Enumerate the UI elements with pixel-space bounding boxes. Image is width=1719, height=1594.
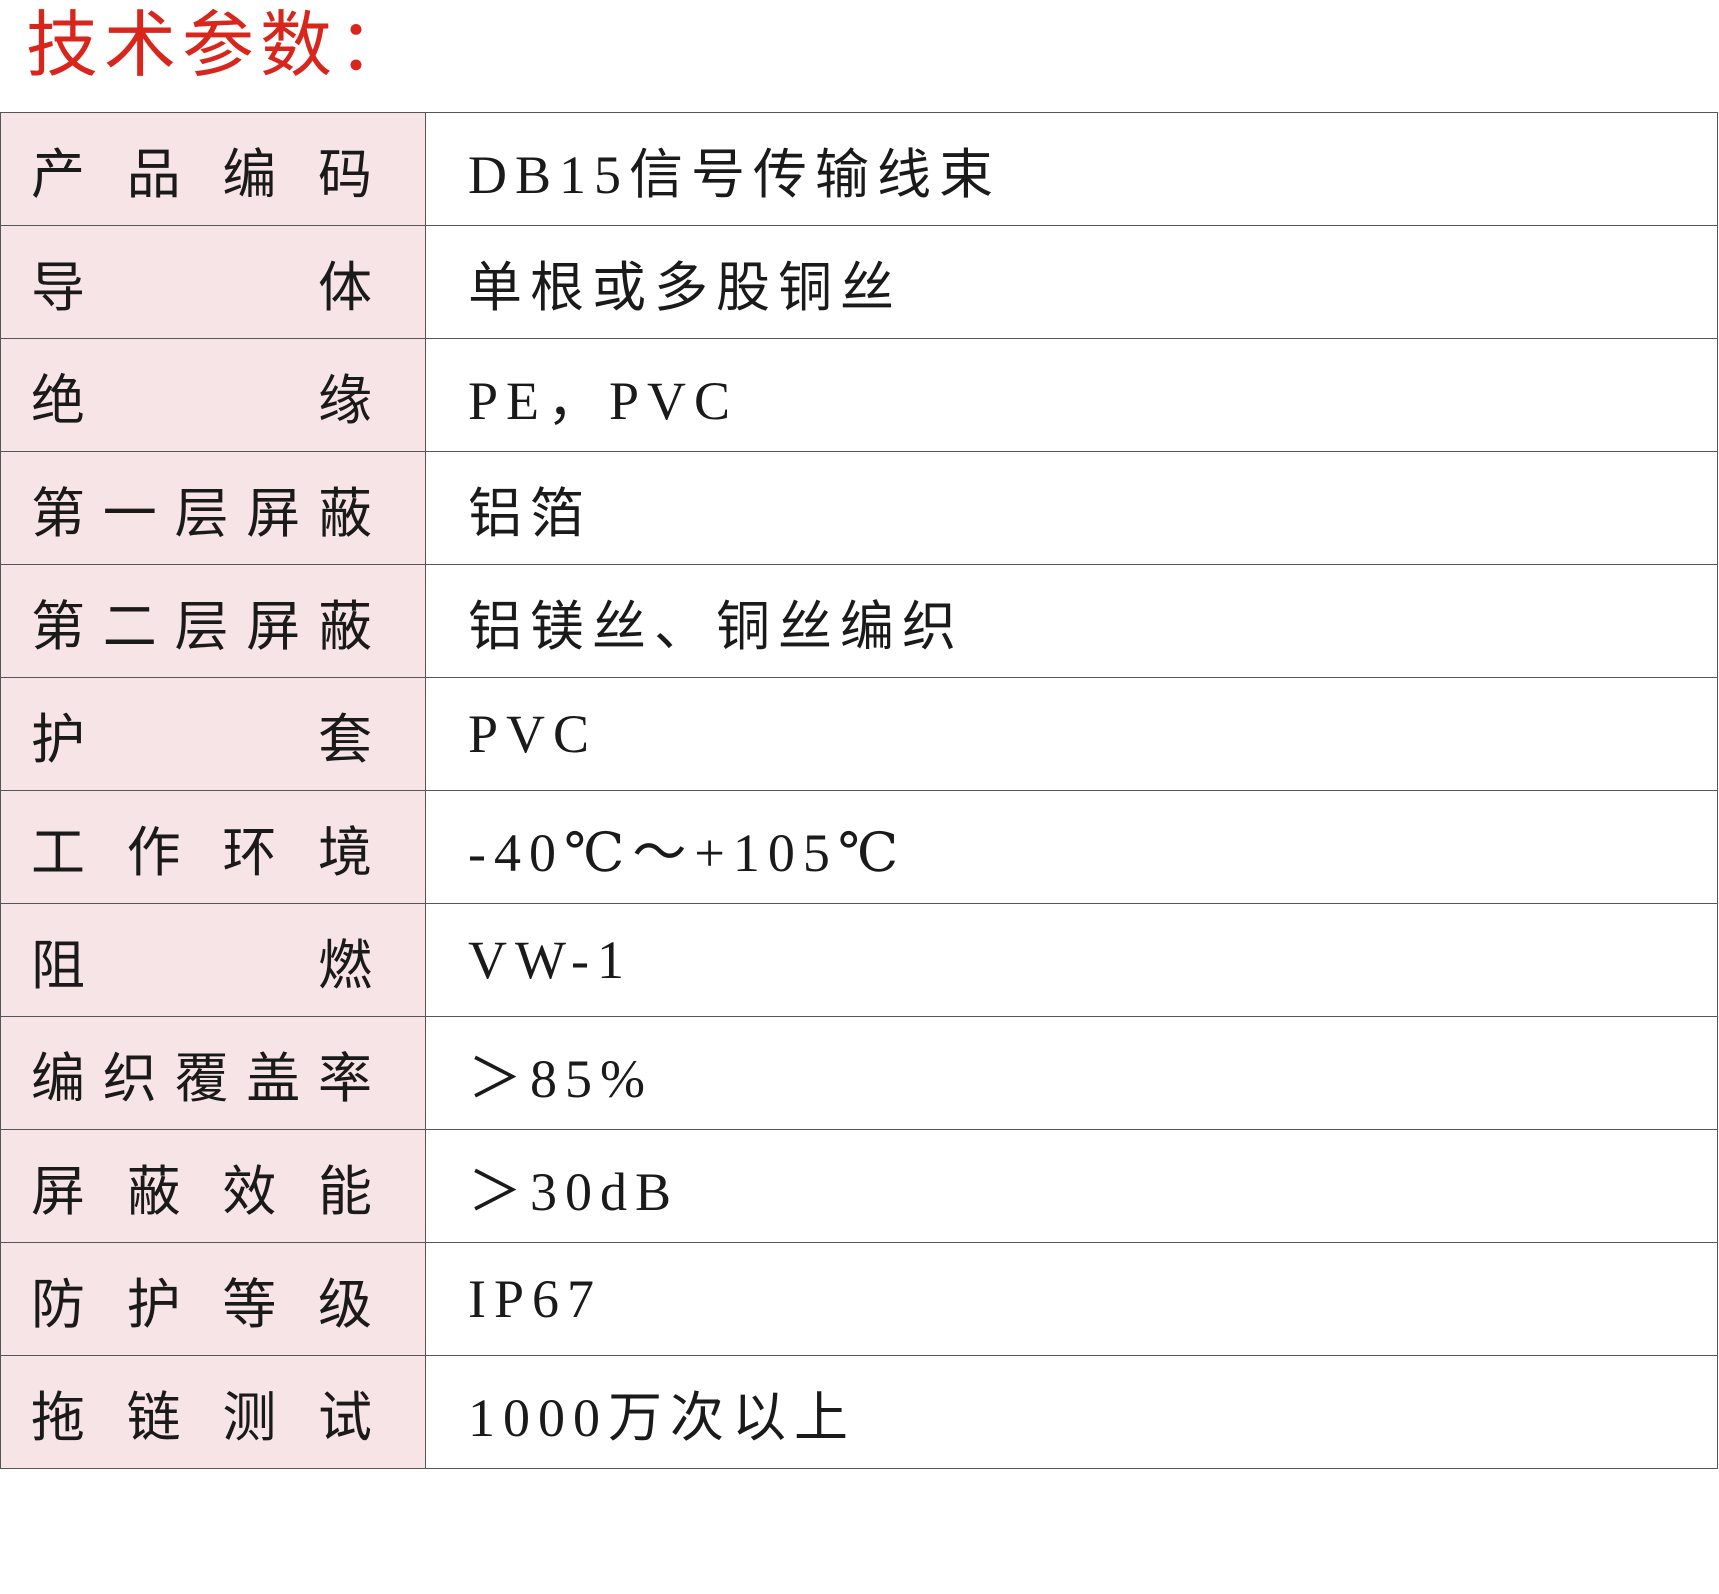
- spec-label: 拖链测试: [31, 1385, 372, 1449]
- spec-label-cell: 防护等级: [0, 1242, 426, 1356]
- spec-label-cell: 第一层屏蔽: [0, 451, 426, 565]
- spec-value-cell: DB15信号传输线束: [425, 112, 1718, 226]
- spec-label: 屏蔽效能: [31, 1159, 372, 1223]
- spec-label: 导体: [31, 255, 372, 319]
- spec-label-cell: 产品编码: [0, 112, 426, 226]
- spec-value-cell: PVC: [425, 677, 1718, 791]
- spec-value: ＞85%: [468, 1048, 653, 1109]
- spec-value: VW-1: [468, 930, 632, 990]
- spec-label-cell: 阻燃: [0, 903, 426, 1017]
- spec-table: 产品编码 DB15信号传输线束导体 单根或多股铜丝绝缘 PE，PVC 第一层屏蔽 铝箔第二…: [0, 112, 1718, 1469]
- spec-value-cell: -40℃～+105℃: [425, 790, 1718, 904]
- spec-label: 工作环境: [31, 820, 372, 884]
- spec-label: 产品编码: [31, 142, 372, 206]
- spec-value: ＞30dB: [468, 1161, 680, 1222]
- spec-label: 阻燃: [31, 933, 372, 997]
- spec-label-cell: 屏蔽效能: [0, 1129, 426, 1243]
- table-row: 第二层屏蔽 铝镁丝、铜丝编织: [0, 564, 1718, 678]
- table-row: 第一层屏蔽 铝箔: [0, 451, 1718, 565]
- spec-label-cell: 第二层屏蔽: [0, 564, 426, 678]
- table-row: 护套 PVC: [0, 677, 1718, 791]
- table-row: 产品编码 DB15信号传输线束: [0, 112, 1718, 226]
- table-row: 阻燃 VW-1: [0, 903, 1718, 1017]
- spec-value: PVC: [468, 704, 598, 764]
- spec-label-cell: 绝缘: [0, 338, 426, 452]
- spec-value-cell: ＞85%: [425, 1016, 1718, 1130]
- spec-value: DB15信号传输线束: [468, 144, 1002, 205]
- table-row: 导体 单根或多股铜丝: [0, 225, 1718, 339]
- spec-value: -40℃～+105℃: [468, 822, 907, 883]
- section-title: 技术参数：: [26, 3, 417, 87]
- spec-label: 绝缘: [31, 368, 372, 432]
- spec-label-cell: 工作环境: [0, 790, 426, 904]
- table-row: 防护等级 IP67: [0, 1242, 1718, 1356]
- spec-label: 编织覆盖率: [31, 1046, 372, 1110]
- spec-label-cell: 编织覆盖率: [0, 1016, 426, 1130]
- spec-value-cell: 单根或多股铜丝: [425, 225, 1718, 339]
- spec-value-cell: 铝箔: [425, 451, 1718, 565]
- spec-value-cell: PE，PVC: [425, 338, 1718, 452]
- table-row: 工作环境 -40℃～+105℃: [0, 790, 1718, 904]
- spec-value-cell: IP67: [425, 1242, 1718, 1356]
- spec-label: 护套: [31, 707, 372, 771]
- spec-label: 第二层屏蔽: [31, 594, 372, 658]
- spec-value-cell: VW-1: [425, 903, 1718, 1017]
- spec-value-cell: ＞30dB: [425, 1129, 1718, 1243]
- spec-value: 1000万次以上: [468, 1387, 856, 1448]
- spec-value: 铝箔: [468, 483, 592, 544]
- spec-value: 铝镁丝、铜丝编织: [468, 596, 964, 657]
- table-row: 拖链测试 1000万次以上: [0, 1355, 1718, 1469]
- spec-value: 单根或多股铜丝: [468, 257, 902, 318]
- table-row: 编织覆盖率 ＞85%: [0, 1016, 1718, 1130]
- spec-value-cell: 铝镁丝、铜丝编织: [425, 564, 1718, 678]
- spec-label: 第一层屏蔽: [31, 481, 372, 545]
- spec-label-cell: 护套: [0, 677, 426, 791]
- spec-value-cell: 1000万次以上: [425, 1355, 1718, 1469]
- table-row: 绝缘 PE，PVC: [0, 338, 1718, 452]
- spec-label-cell: 拖链测试: [0, 1355, 426, 1469]
- spec-value: IP67: [468, 1269, 603, 1329]
- table-row: 屏蔽效能 ＞30dB: [0, 1129, 1718, 1243]
- spec-value: PE，PVC: [468, 370, 739, 431]
- spec-label-cell: 导体: [0, 225, 426, 339]
- spec-label: 防护等级: [31, 1272, 372, 1336]
